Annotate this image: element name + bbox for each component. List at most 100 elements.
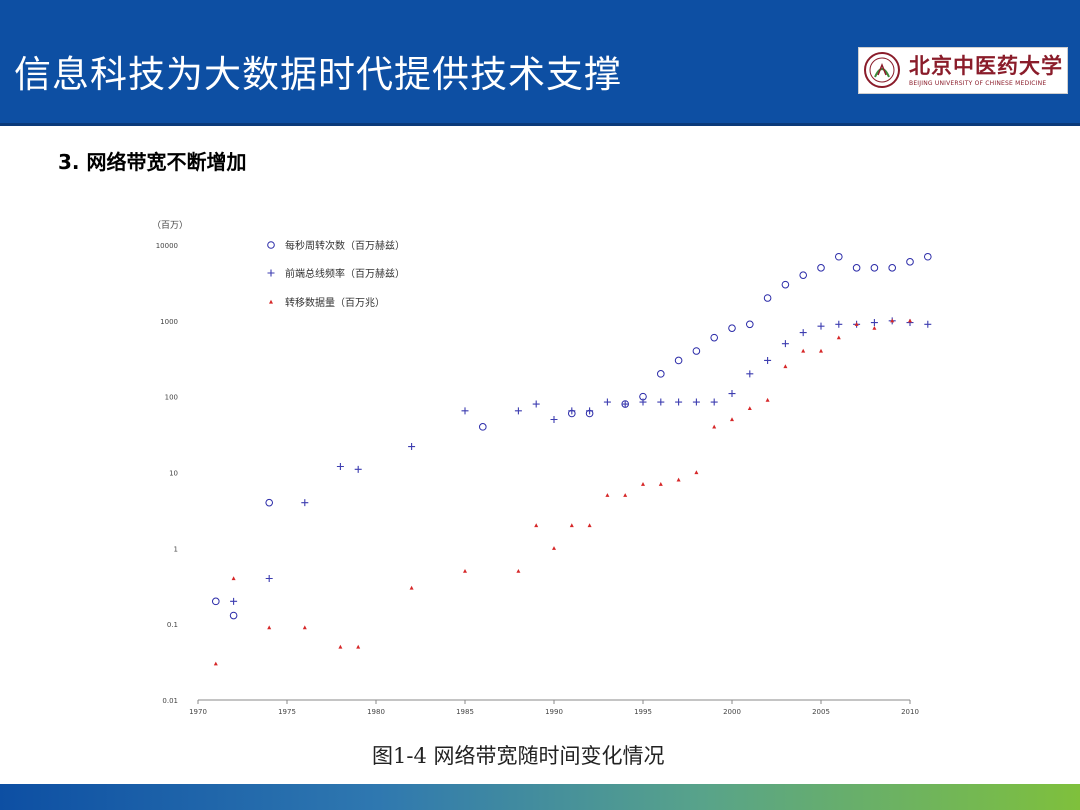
legend-label: 前端总线频率（百万赫兹）: [285, 267, 405, 280]
data-point: [836, 335, 841, 340]
data-point: [924, 320, 932, 328]
data-point: [301, 499, 309, 507]
data-point: [924, 252, 932, 261]
data-point: [514, 407, 522, 415]
data-point: [764, 356, 772, 364]
legend-label: 转移数据量（百万兆）: [285, 296, 385, 309]
data-point: [747, 406, 752, 411]
data-point: [265, 575, 273, 583]
legend-label: 每秒周转次数（百万赫兹）: [285, 239, 405, 252]
data-point: [781, 280, 790, 289]
x-tick-label: 2005: [812, 708, 830, 716]
university-name-cn: 北京中医药大学: [909, 53, 1063, 78]
data-point: [587, 523, 592, 528]
data-point: [781, 340, 789, 348]
data-point: [763, 294, 772, 302]
data-point: [641, 482, 645, 486]
data-point: [674, 356, 683, 365]
data-point: [639, 398, 647, 406]
data-point: [461, 407, 469, 415]
x-tick-label: 2010: [901, 708, 919, 716]
data-point: [746, 370, 754, 378]
x-tick-label: 1985: [456, 708, 474, 716]
data-point: [605, 493, 610, 497]
data-point: [694, 470, 699, 475]
data-point: [835, 252, 843, 261]
y-axis-unit-label: （百万）: [152, 220, 188, 231]
data-point: [623, 493, 628, 497]
section-heading: 3. 网络带宽不断增加: [58, 150, 247, 174]
data-point: [765, 397, 770, 402]
data-point: [338, 644, 343, 649]
data-point: [728, 324, 736, 332]
x-tick-label: 1970: [189, 708, 207, 716]
data-point: [746, 320, 754, 329]
data-point: [817, 322, 825, 330]
data-point: [692, 398, 700, 406]
data-point: [676, 477, 681, 482]
data-point: [532, 400, 540, 408]
data-point: [799, 271, 808, 279]
data-point: [229, 611, 238, 620]
y-tick-label: 10: [169, 470, 178, 478]
legend-marker: [267, 269, 275, 277]
x-tick-label: 1980: [367, 708, 385, 716]
y-tick-label: 1000: [160, 318, 178, 326]
data-point: [730, 417, 734, 422]
data-point: [265, 498, 273, 507]
y-tick-label: 1: [174, 545, 178, 553]
y-tick-label: 0.01: [162, 697, 178, 705]
header-bar: 信息科技为大数据时代提供技术支撑 北京中医药大学 BEIJING UNIVERS…: [0, 0, 1080, 126]
data-point: [230, 597, 238, 605]
data-point: [603, 398, 611, 406]
y-tick-label: 100: [165, 394, 178, 402]
data-point: [890, 318, 895, 323]
data-point: [872, 325, 877, 330]
data-point: [657, 370, 665, 378]
data-point: [906, 258, 914, 266]
data-point: [356, 644, 361, 649]
data-point: [801, 348, 806, 353]
data-point: [799, 329, 807, 337]
data-point: [658, 482, 663, 486]
data-point: [568, 407, 576, 415]
data-point: [302, 625, 307, 630]
data-point: [586, 407, 594, 415]
data-point: [231, 576, 236, 581]
data-point: [212, 597, 220, 606]
legend-marker: [267, 241, 275, 249]
data-point: [463, 568, 467, 573]
figure-caption: 图1-4 网络带宽随时间变化情况: [372, 744, 665, 768]
x-tick-label: 2000: [723, 708, 741, 716]
data-point: [870, 319, 878, 327]
data-point: [657, 398, 665, 406]
data-point: [516, 568, 521, 573]
data-point: [854, 322, 859, 326]
data-point: [888, 264, 897, 272]
data-point: [550, 415, 558, 423]
university-seal-icon: [864, 52, 900, 88]
data-point: [783, 364, 788, 369]
data-point: [712, 424, 717, 429]
x-tick-label: 1995: [634, 708, 652, 716]
university-logo: 北京中医药大学 BEIJING UNIVERSITY OF CHINESE ME…: [858, 47, 1068, 94]
data-point: [710, 398, 718, 406]
data-point: [569, 523, 574, 528]
legend-marker: [269, 299, 273, 304]
data-point: [267, 625, 272, 630]
data-point: [408, 443, 416, 451]
slide-title: 信息科技为大数据时代提供技术支撑: [14, 53, 622, 96]
data-point: [621, 400, 629, 408]
data-point: [817, 264, 825, 272]
bandwidth-scatter-chart: 1970 1975 1980 1985 1990 1995 2000 2005 20101000…: [152, 220, 932, 716]
data-point: [835, 320, 843, 328]
data-point: [870, 264, 879, 272]
data-point: [336, 462, 344, 470]
data-point: [852, 264, 861, 272]
data-point: [479, 423, 487, 431]
data-point: [908, 318, 912, 323]
data-point: [819, 348, 823, 353]
y-tick-label: 10000: [156, 242, 178, 250]
data-point: [728, 390, 736, 398]
data-point: [409, 585, 414, 590]
